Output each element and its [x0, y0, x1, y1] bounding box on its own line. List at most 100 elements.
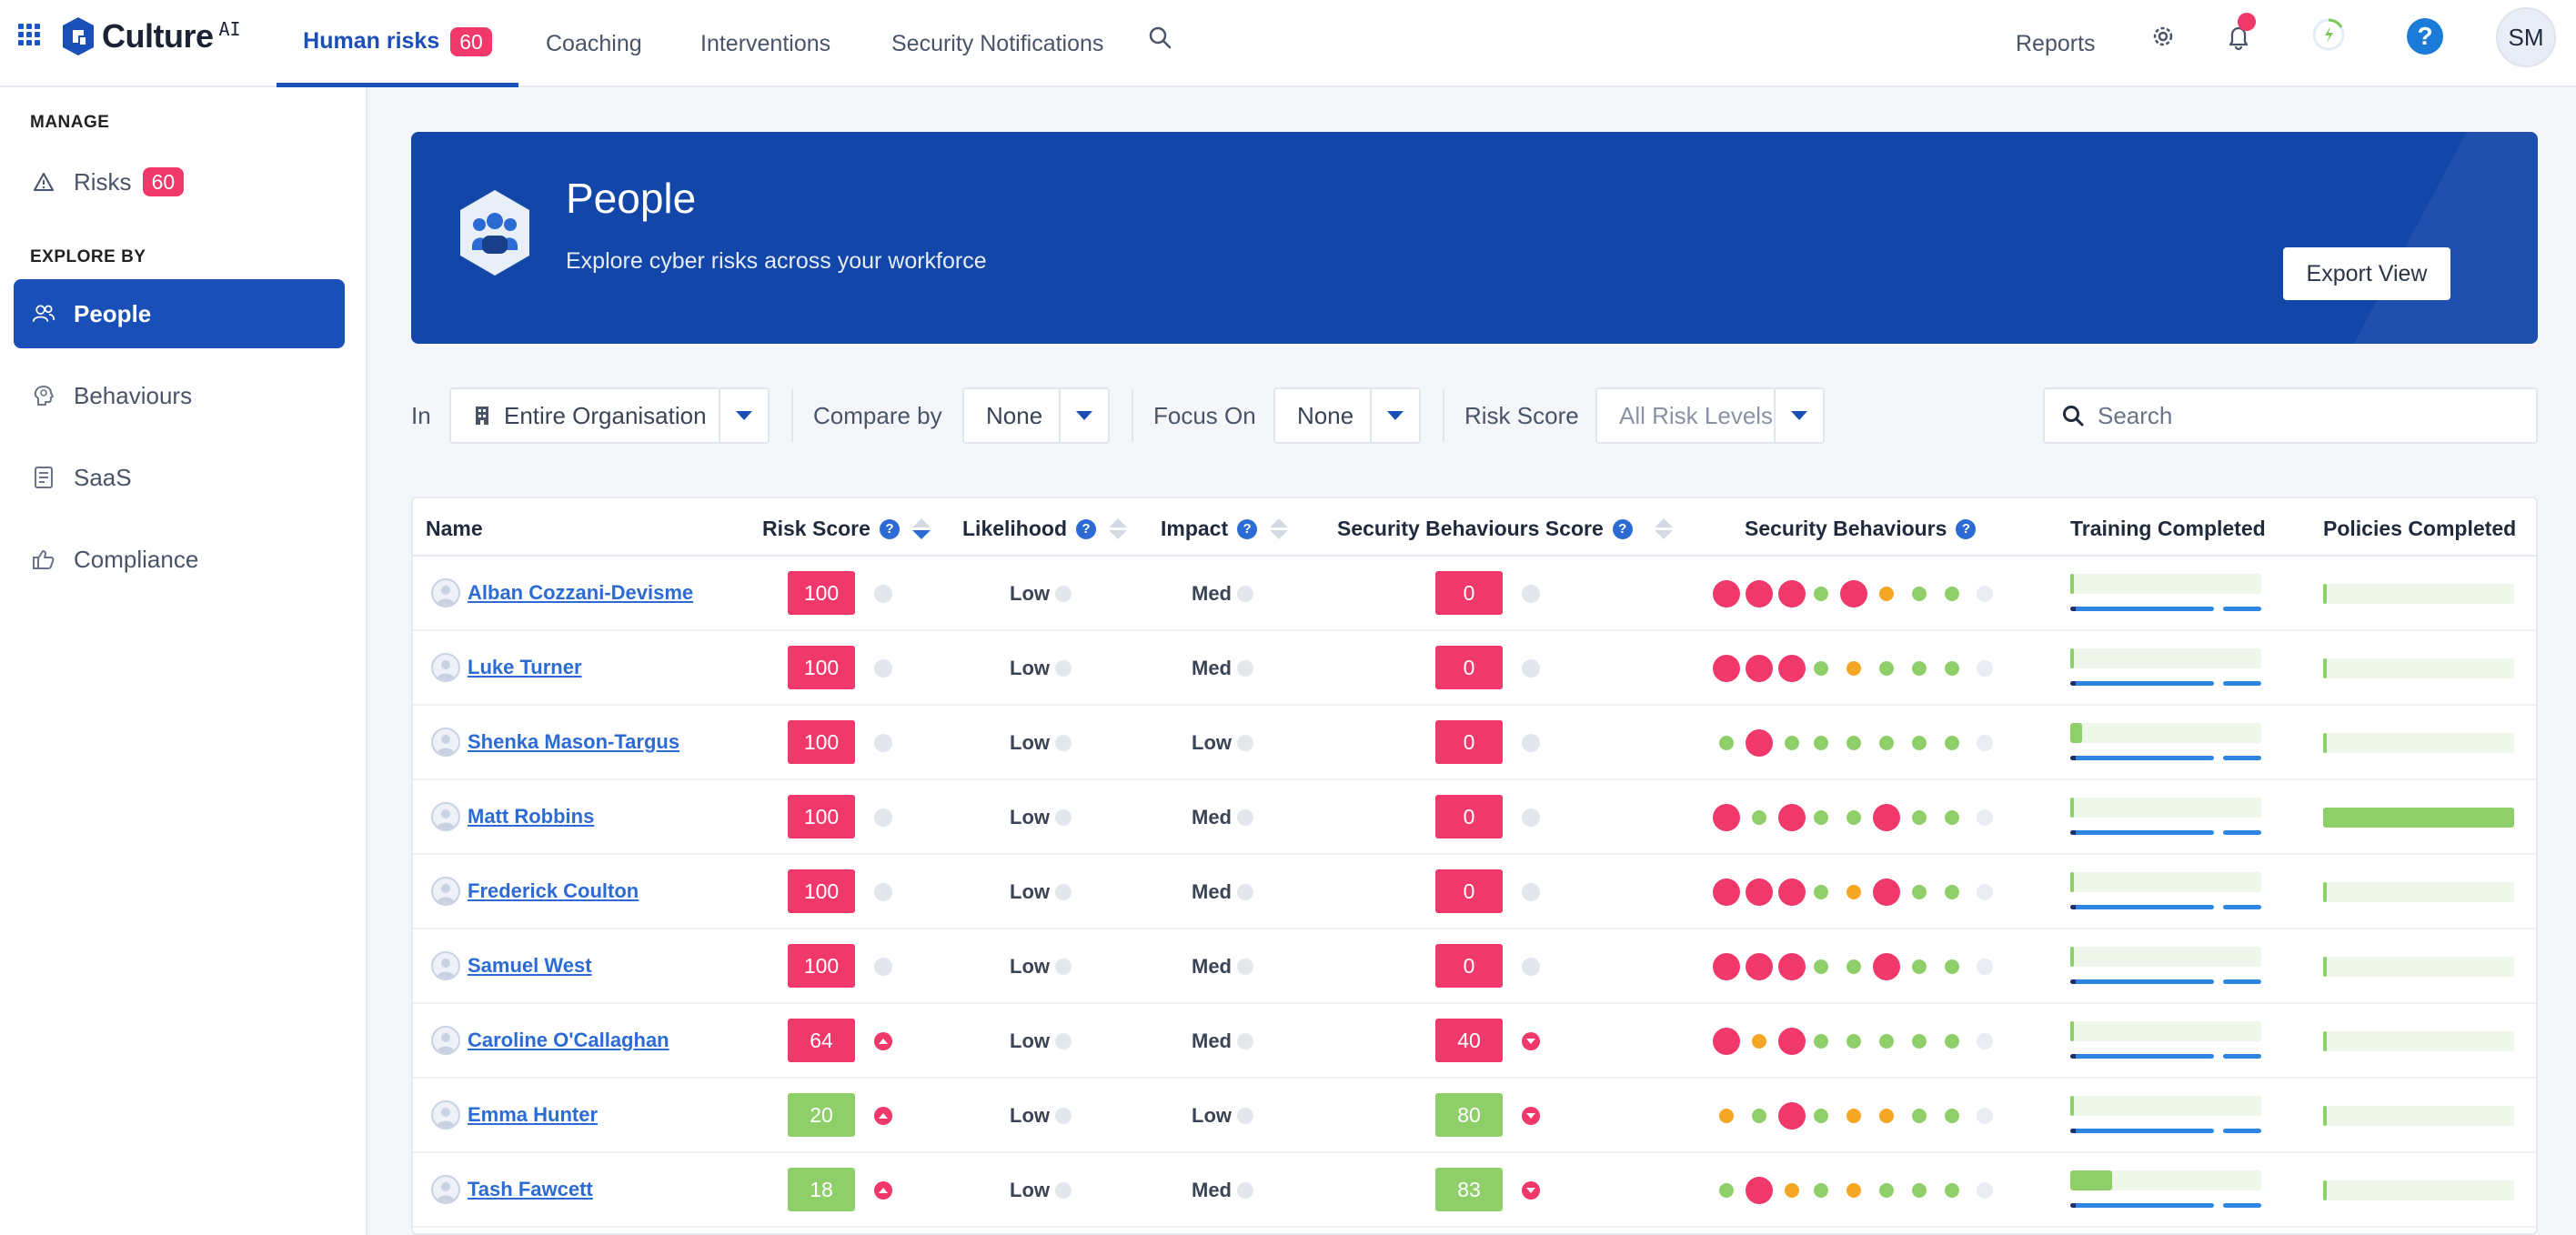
- behaviour-high-dot[interactable]: [1873, 953, 1900, 980]
- behaviour-medium-dot[interactable]: [1846, 885, 1861, 899]
- help-icon[interactable]: ?: [879, 518, 900, 539]
- behaviour-none-dot[interactable]: [1977, 959, 1993, 975]
- table-row[interactable]: Luke Turner 100 Low Med 0: [413, 631, 2536, 706]
- chevron-down-icon[interactable]: [1059, 389, 1108, 442]
- help-icon[interactable]: ?: [2407, 18, 2443, 55]
- compare-by-select[interactable]: None: [962, 387, 1110, 444]
- behaviour-low-dot[interactable]: [1879, 1183, 1894, 1198]
- behaviour-medium-dot[interactable]: [1879, 587, 1894, 601]
- person-name-link[interactable]: Luke Turner: [468, 656, 582, 678]
- column-header-impact[interactable]: Impact ?: [1161, 517, 1289, 541]
- behaviour-low-dot[interactable]: [1814, 810, 1828, 825]
- behaviour-low-dot[interactable]: [1945, 661, 1959, 676]
- behaviour-medium-dot[interactable]: [1719, 1109, 1734, 1123]
- behaviour-high-dot[interactable]: [1713, 953, 1740, 980]
- behaviour-low-dot[interactable]: [1912, 736, 1927, 750]
- behaviour-high-dot[interactable]: [1778, 1102, 1806, 1130]
- behaviour-low-dot[interactable]: [1814, 1109, 1828, 1123]
- risk-level-select[interactable]: All Risk Levels: [1595, 387, 1825, 444]
- behaviour-none-dot[interactable]: [1977, 660, 1993, 677]
- behaviour-high-dot[interactable]: [1746, 655, 1773, 682]
- person-name-link[interactable]: Frederick Coulton: [468, 879, 639, 902]
- behaviour-low-dot[interactable]: [1912, 959, 1927, 974]
- behaviour-low-dot[interactable]: [1912, 661, 1927, 676]
- gear-icon[interactable]: [2150, 24, 2176, 49]
- sidebar-item-people[interactable]: People: [14, 279, 345, 348]
- search-icon[interactable]: [1148, 25, 1172, 49]
- search-field[interactable]: [2043, 387, 2538, 444]
- help-icon[interactable]: ?: [1237, 518, 1258, 539]
- table-row[interactable]: Alban Cozzani-Devisme 100 Low Med 0: [413, 557, 2536, 631]
- column-header-security-behaviours[interactable]: Security Behaviours ?: [1745, 517, 1977, 541]
- sidebar-item-behaviours[interactable]: Behaviours: [14, 361, 345, 430]
- column-header-risk-score[interactable]: Risk Score ?: [762, 517, 931, 541]
- behaviour-high-dot[interactable]: [1713, 879, 1740, 906]
- behaviour-medium-dot[interactable]: [1846, 1183, 1861, 1198]
- behaviour-high-dot[interactable]: [1778, 580, 1806, 607]
- sort-icon[interactable]: [1109, 518, 1127, 539]
- behaviour-low-dot[interactable]: [1814, 885, 1828, 899]
- behaviour-none-dot[interactable]: [1977, 884, 1993, 900]
- help-icon[interactable]: ?: [1956, 518, 1977, 539]
- table-row[interactable]: Shenka Mason-Targus 100 Low Low 0: [413, 706, 2536, 780]
- behaviour-low-dot[interactable]: [1912, 1034, 1927, 1049]
- behaviour-low-dot[interactable]: [1912, 587, 1927, 601]
- table-row[interactable]: Matt Robbins 100 Low Med 0: [413, 780, 2536, 855]
- sort-icon[interactable]: [1654, 518, 1673, 539]
- behaviour-low-dot[interactable]: [1945, 959, 1959, 974]
- reports-link[interactable]: Reports: [2016, 0, 2096, 87]
- behaviour-low-dot[interactable]: [1752, 1109, 1766, 1123]
- person-name-link[interactable]: Alban Cozzani-Devisme: [468, 581, 694, 604]
- behaviour-low-dot[interactable]: [1846, 1034, 1861, 1049]
- behaviour-low-dot[interactable]: [1814, 661, 1828, 676]
- person-name-link[interactable]: Matt Robbins: [468, 805, 595, 828]
- table-row[interactable]: Samuel West 100 Low Med 0: [413, 929, 2536, 1004]
- behaviour-none-dot[interactable]: [1977, 586, 1993, 602]
- behaviour-none-dot[interactable]: [1977, 735, 1993, 751]
- behaviour-low-dot[interactable]: [1912, 1109, 1927, 1123]
- behaviour-high-dot[interactable]: [1873, 804, 1900, 831]
- sort-icon[interactable]: [911, 518, 931, 539]
- behaviour-low-dot[interactable]: [1846, 736, 1861, 750]
- tab-interventions[interactable]: Interventions: [700, 0, 830, 87]
- person-name-link[interactable]: Samuel West: [468, 954, 592, 977]
- behaviour-high-dot[interactable]: [1778, 804, 1806, 831]
- column-header-security-behaviours-score[interactable]: Security Behaviours Score ?: [1337, 517, 1673, 541]
- behaviour-none-dot[interactable]: [1977, 1108, 1993, 1124]
- behaviour-high-dot[interactable]: [1713, 580, 1740, 607]
- column-header-policies-completed[interactable]: Policies Completed: [2323, 517, 2516, 541]
- sidebar-item-saas[interactable]: SaaS: [14, 443, 345, 512]
- logo[interactable]: Culture AI: [60, 15, 241, 58]
- behaviour-low-dot[interactable]: [1719, 1183, 1734, 1198]
- chevron-down-icon[interactable]: [1774, 389, 1823, 442]
- behaviour-high-dot[interactable]: [1713, 804, 1740, 831]
- behaviour-high-dot[interactable]: [1778, 953, 1806, 980]
- table-row[interactable]: Emma Hunter 20 Low Low 80: [413, 1079, 2536, 1153]
- behaviour-high-dot[interactable]: [1713, 1028, 1740, 1055]
- behaviour-medium-dot[interactable]: [1846, 1109, 1861, 1123]
- behaviour-low-dot[interactable]: [1719, 736, 1734, 750]
- behaviour-low-dot[interactable]: [1814, 1034, 1828, 1049]
- behaviour-low-dot[interactable]: [1785, 736, 1799, 750]
- behaviour-low-dot[interactable]: [1814, 587, 1828, 601]
- tab-security-notifications[interactable]: Security Notifications: [891, 0, 1103, 87]
- behaviour-medium-dot[interactable]: [1752, 1034, 1766, 1049]
- behaviour-low-dot[interactable]: [1846, 959, 1861, 974]
- behaviour-low-dot[interactable]: [1752, 810, 1766, 825]
- person-name-link[interactable]: Tash Fawcett: [468, 1178, 593, 1200]
- sidebar-item-risks[interactable]: Risks 60: [14, 147, 345, 216]
- tab-human-risks[interactable]: Human risks 60: [277, 0, 518, 87]
- table-row[interactable]: Frederick Coulton 100 Low Med 0: [413, 855, 2536, 929]
- behaviour-low-dot[interactable]: [1945, 885, 1959, 899]
- behaviour-medium-dot[interactable]: [1879, 1109, 1894, 1123]
- behaviour-low-dot[interactable]: [1814, 959, 1828, 974]
- behaviour-low-dot[interactable]: [1945, 1183, 1959, 1198]
- behaviour-low-dot[interactable]: [1814, 1183, 1828, 1198]
- behaviour-low-dot[interactable]: [1912, 1183, 1927, 1198]
- behaviour-high-dot[interactable]: [1746, 953, 1773, 980]
- person-name-link[interactable]: Caroline O'Callaghan: [468, 1029, 669, 1051]
- behaviour-high-dot[interactable]: [1840, 580, 1867, 607]
- help-icon[interactable]: ?: [1612, 518, 1633, 539]
- table-row[interactable]: Caroline O'Callaghan 64 Low Med 40: [413, 1004, 2536, 1079]
- sidebar-item-compliance[interactable]: Compliance: [14, 525, 345, 594]
